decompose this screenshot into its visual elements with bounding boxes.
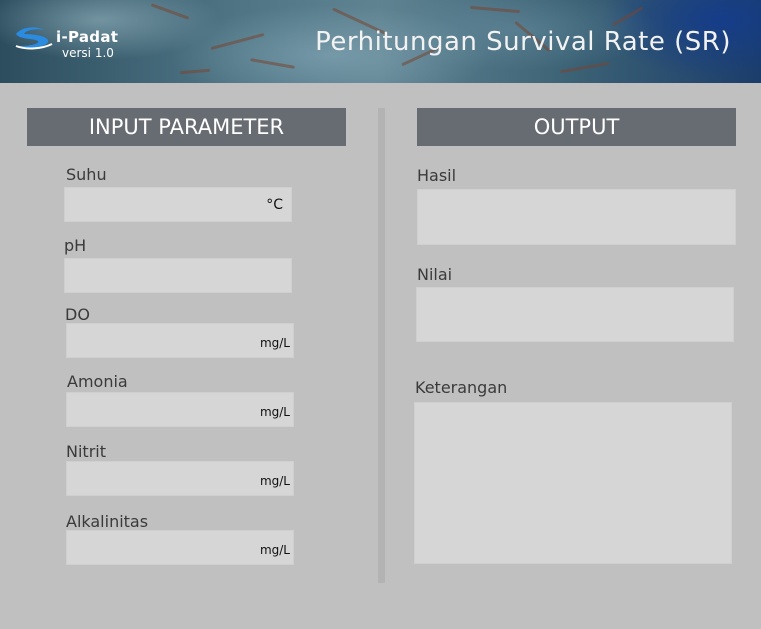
- output-panel-heading: OUTPUT: [417, 108, 736, 146]
- nitrit-unit: mg/L: [259, 474, 290, 488]
- do-unit: mg/L: [259, 336, 290, 350]
- ph-label: pH: [64, 236, 87, 255]
- hasil-output: [417, 189, 736, 245]
- banner-decoration: [469, 5, 521, 14]
- amonia-label: Amonia: [67, 372, 128, 391]
- alkalinitas-field[interactable]: mg/L: [66, 530, 294, 565]
- banner-decoration: [250, 58, 295, 69]
- input-panel-heading: INPUT PARAMETER: [27, 108, 346, 146]
- do-field[interactable]: mg/L: [66, 323, 294, 358]
- amonia-unit: mg/L: [259, 405, 290, 419]
- banner-decoration: [150, 3, 190, 20]
- logo-text: i-Padat: [56, 28, 119, 46]
- nitrit-input[interactable]: [67, 462, 293, 495]
- alkalinitas-unit: mg/L: [259, 543, 290, 557]
- ph-field[interactable]: [64, 258, 292, 293]
- amonia-field[interactable]: mg/L: [66, 392, 294, 427]
- panel-divider: [378, 108, 385, 583]
- nilai-output: [416, 287, 734, 342]
- app-logo: i-Padat versi 1.0: [12, 22, 122, 66]
- suhu-label: Suhu: [66, 165, 107, 184]
- keterangan-output: [414, 402, 732, 564]
- suhu-unit: °C: [266, 197, 283, 213]
- do-input[interactable]: [67, 324, 293, 357]
- banner-decoration: [210, 32, 265, 51]
- header-banner: i-Padat versi 1.0 Perhitungan Survival R…: [0, 0, 761, 83]
- hasil-label: Hasil: [417, 166, 457, 185]
- page-title: Perhitungan Survival Rate (SR): [315, 27, 731, 57]
- app-version: versi 1.0: [62, 46, 114, 60]
- nitrit-label: Nitrit: [66, 442, 106, 461]
- logo-wave-icon: [15, 27, 53, 50]
- keterangan-label: Keterangan: [415, 378, 508, 397]
- nitrit-field[interactable]: mg/L: [66, 461, 294, 496]
- banner-decoration: [179, 68, 211, 75]
- alkalinitas-input[interactable]: [67, 531, 293, 564]
- amonia-input[interactable]: [67, 393, 293, 426]
- do-label: DO: [65, 305, 90, 324]
- ph-input[interactable]: [65, 259, 291, 292]
- alkalinitas-label: Alkalinitas: [66, 512, 149, 531]
- banner-decoration: [611, 6, 644, 27]
- suhu-field[interactable]: °C: [64, 187, 292, 222]
- nilai-label: Nilai: [417, 265, 453, 284]
- banner-decoration: [560, 61, 610, 74]
- suhu-input[interactable]: [65, 188, 291, 221]
